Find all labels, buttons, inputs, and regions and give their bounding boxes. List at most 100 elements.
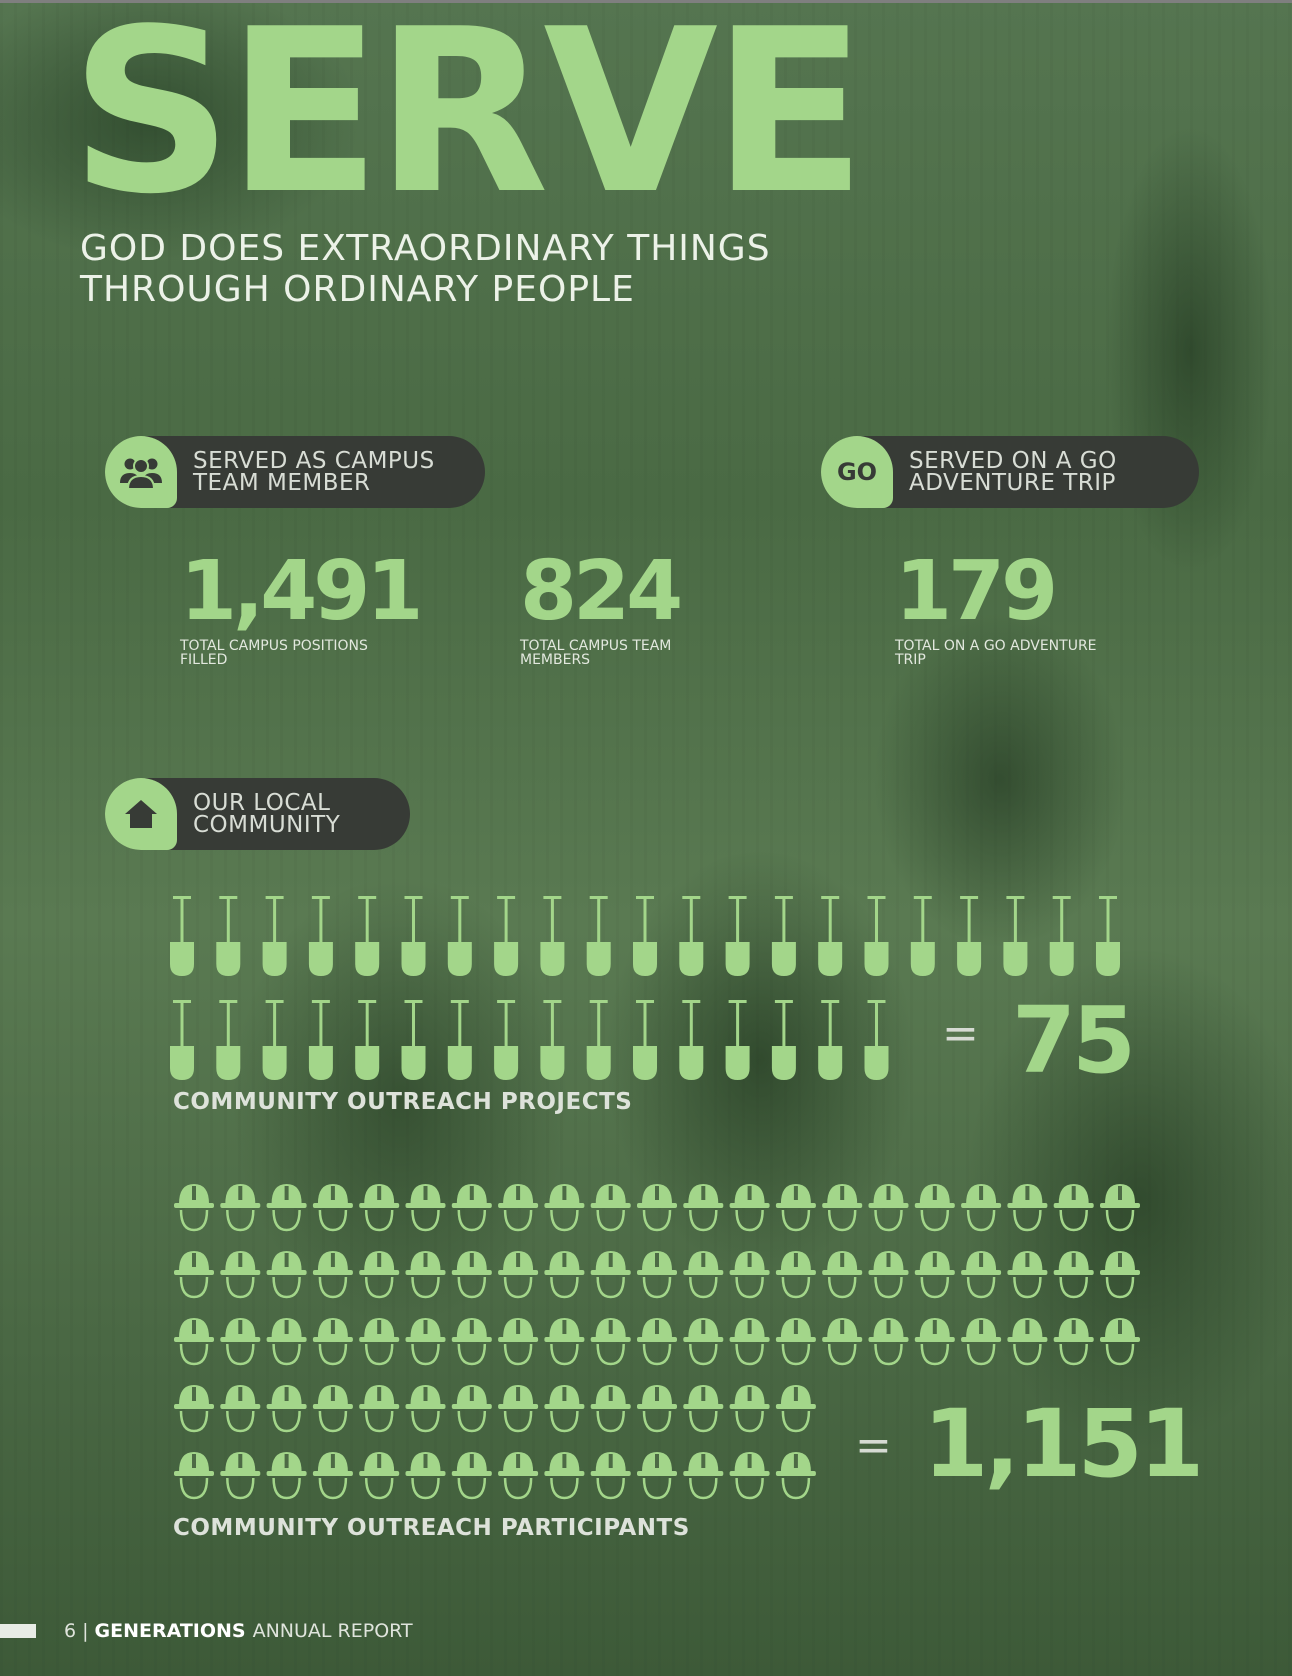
hard-hat-icon [683, 1318, 724, 1366]
hard-hat-icon-grid [174, 1184, 1140, 1500]
stat-value: 1,491 [180, 544, 423, 639]
hard-hat-icon [544, 1452, 585, 1500]
hard-hat-icon [544, 1385, 585, 1433]
hard-hat-icon [405, 1452, 446, 1500]
hard-hat-icon [174, 1452, 214, 1500]
hard-hat-icon [637, 1385, 677, 1433]
hard-hat-icon [498, 1452, 539, 1500]
hard-hat-icon [544, 1318, 585, 1366]
hard-hat-icon [220, 1385, 261, 1433]
stat-caption: TOTAL CAMPUS POSITIONS FILLED [180, 638, 368, 668]
shovel-icon [1003, 896, 1028, 976]
hard-hat-icon [914, 1251, 955, 1299]
community-pill: OUR LOCAL COMMUNITY [105, 778, 410, 850]
hard-hat-icon [359, 1385, 400, 1433]
participants-equals: = [855, 1420, 892, 1471]
go-badge: GO [821, 436, 893, 508]
hard-hat-icon [914, 1318, 955, 1366]
hard-hat-icon [1053, 1251, 1094, 1299]
hard-hat-icon [729, 1385, 770, 1433]
shovel-icon [633, 896, 657, 976]
hard-hat-icon [451, 1184, 492, 1232]
hard-hat-icon [359, 1318, 400, 1366]
hard-hat-icon [683, 1452, 724, 1500]
go-trip-pill: GO SERVED ON A GO ADVENTURE TRIP [821, 436, 1199, 508]
stat-caption: TOTAL ON A GO ADVENTURE TRIP [895, 638, 1097, 668]
hard-hat-icon [590, 1318, 631, 1366]
hard-hat-icon [683, 1184, 724, 1232]
hard-hat-icon [822, 1318, 863, 1366]
community-label: OUR LOCAL COMMUNITY [193, 790, 341, 838]
hard-hat-icon [405, 1251, 446, 1299]
shovel-icon [494, 896, 519, 976]
hard-hat-icon [683, 1385, 724, 1433]
hard-hat-icon [451, 1452, 492, 1500]
hard-hat-icon [359, 1251, 400, 1299]
hard-hat-icon [544, 1251, 585, 1299]
shovel-icon [957, 896, 982, 976]
hard-hat-icon [868, 1318, 909, 1366]
hard-hat-icon [1100, 1251, 1140, 1299]
shovel-icon [447, 896, 472, 976]
shovel-icon [1096, 896, 1120, 976]
hard-hat-icon [729, 1251, 770, 1299]
hard-hat-icon [637, 1251, 677, 1299]
hard-hat-icon [405, 1184, 446, 1232]
hard-hat-icon [312, 1452, 353, 1500]
hard-hat-icon [914, 1184, 955, 1232]
hard-hat-icon [775, 1318, 816, 1366]
shovel-icon [725, 1000, 750, 1080]
hard-hat-icon [498, 1251, 539, 1299]
shovel-icon [771, 896, 796, 976]
shovel-icon [494, 1000, 519, 1080]
shovel-icon-grid [170, 896, 1120, 1080]
shovel-icon [725, 896, 750, 976]
hard-hat-icon [1053, 1318, 1094, 1366]
stat-campus-positions: 1,491 TOTAL CAMPUS POSITIONS FILLED [180, 544, 423, 668]
hard-hat-icon [590, 1251, 631, 1299]
hard-hat-icon [174, 1184, 214, 1232]
hard-hat-icon [498, 1385, 539, 1433]
shovel-icon [818, 1000, 843, 1080]
hard-hat-icon [961, 1251, 1002, 1299]
hard-hat-icon [174, 1385, 214, 1433]
stat-go-trip: 179 TOTAL ON A GO ADVENTURE TRIP [895, 551, 1097, 668]
hard-hat-icon [266, 1251, 307, 1299]
stat-campus-members: 824 TOTAL CAMPUS TEAM MEMBERS [520, 544, 683, 668]
campus-team-pill: SERVED AS CAMPUS TEAM MEMBER [105, 436, 485, 508]
hard-hat-icon [1100, 1184, 1140, 1232]
hard-hat-icon [683, 1251, 724, 1299]
hard-hat-icon [405, 1385, 446, 1433]
hard-hat-icon [220, 1184, 261, 1232]
shovel-icon [262, 896, 287, 976]
hard-hat-icon [729, 1452, 770, 1500]
hard-hat-icon [590, 1452, 631, 1500]
hard-hat-icon [174, 1251, 214, 1299]
hard-hat-icon [220, 1452, 261, 1500]
hard-hat-icon [220, 1251, 261, 1299]
hard-hat-icon [637, 1452, 677, 1500]
footer-bar [0, 1624, 36, 1638]
hard-hat-icon [312, 1184, 353, 1232]
stat-value: 824 [520, 544, 683, 639]
shovel-icon [910, 896, 935, 976]
shovel-icon [170, 1000, 194, 1080]
shovel-icon [586, 1000, 611, 1080]
hard-hat-icon [1053, 1184, 1094, 1232]
projects-label: COMMUNITY OUTREACH PROJECTS [173, 1089, 633, 1115]
shovel-icon [216, 1000, 241, 1080]
hard-hat-icon [451, 1385, 492, 1433]
hard-hat-icon [220, 1318, 261, 1366]
house-icon [105, 778, 177, 850]
hard-hat-icon [1100, 1318, 1140, 1366]
shovel-icon [818, 896, 843, 976]
participants-label: COMMUNITY OUTREACH PARTICIPANTS [173, 1515, 690, 1541]
shovel-icon [308, 1000, 333, 1080]
hard-hat-icon [498, 1318, 539, 1366]
hard-hat-icon [1007, 1318, 1048, 1366]
projects-equals: = [942, 1008, 979, 1059]
hard-hat-icon [637, 1184, 677, 1232]
hard-hat-icon [312, 1318, 353, 1366]
hard-hat-icon [775, 1184, 816, 1232]
page-title: SERVE [70, 0, 866, 244]
